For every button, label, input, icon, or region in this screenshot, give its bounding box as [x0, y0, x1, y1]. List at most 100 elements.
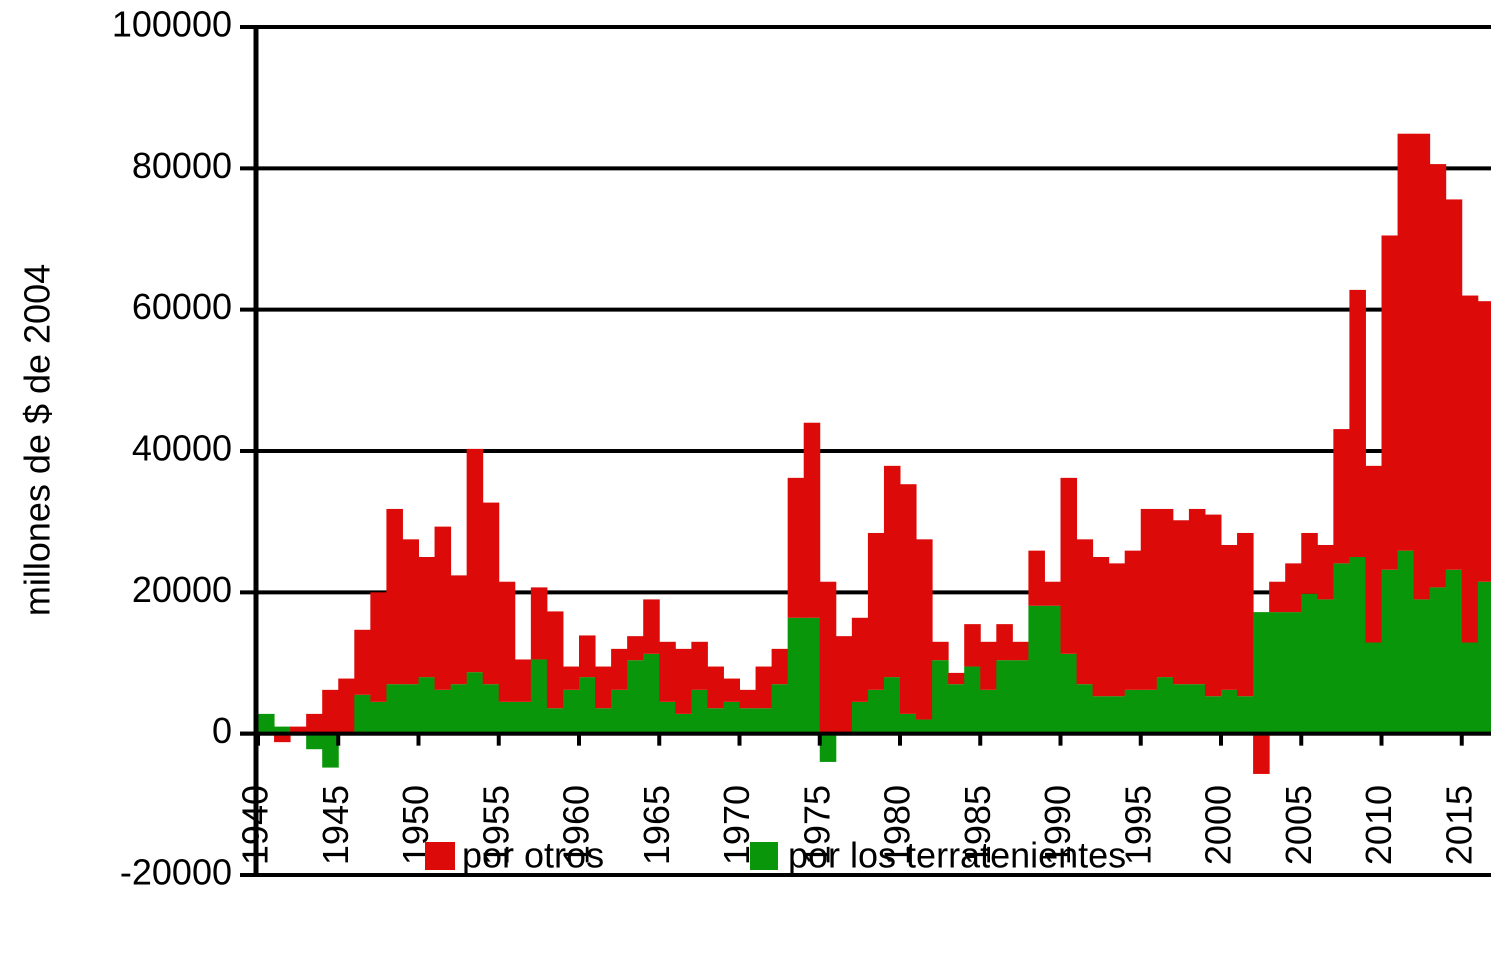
bar [402, 684, 419, 734]
bar [932, 660, 949, 734]
bar [1397, 133, 1415, 551]
x-tick-label: 2000 [1198, 785, 1239, 865]
y-tick-label: 60000 [132, 286, 232, 327]
bar [1333, 563, 1350, 734]
bar [1317, 544, 1334, 600]
x-tick-label: 1985 [957, 785, 998, 865]
bar [1301, 593, 1318, 734]
bar [707, 666, 724, 709]
x-tick-label: 1990 [1037, 785, 1078, 865]
bar [964, 666, 981, 734]
x-tick-label: 2010 [1358, 785, 1399, 865]
bar [1188, 684, 1206, 734]
x-tick-label: 2015 [1438, 785, 1479, 865]
bar [274, 733, 291, 743]
bar [787, 477, 805, 618]
bar [1381, 569, 1399, 734]
bar [883, 465, 901, 678]
y-tick-label: 0 [212, 710, 232, 751]
bar [595, 666, 612, 709]
bar [595, 708, 612, 734]
bar [1285, 563, 1302, 613]
bar [482, 502, 500, 685]
bar [1221, 689, 1238, 734]
x-tick-label: 1955 [475, 785, 516, 865]
bar [996, 660, 1013, 734]
bar [755, 708, 773, 734]
bar [611, 689, 628, 734]
bar [1204, 696, 1222, 734]
bar [434, 526, 452, 690]
bar [530, 659, 548, 734]
bar [803, 617, 821, 734]
bar [916, 719, 933, 734]
bar [1076, 684, 1094, 734]
bar [996, 624, 1013, 661]
bar [1124, 550, 1142, 690]
bar [932, 641, 949, 661]
bar [948, 672, 965, 685]
bar [739, 708, 757, 734]
bar [466, 672, 484, 734]
bar [1044, 581, 1061, 606]
bar [386, 508, 403, 685]
bar [851, 617, 869, 702]
bar [579, 635, 596, 678]
bar [498, 581, 516, 702]
bar [386, 684, 403, 734]
bar [691, 689, 708, 734]
bar [1012, 641, 1029, 661]
bar [1092, 696, 1110, 734]
bar [643, 653, 660, 734]
bar [1445, 569, 1463, 734]
bar [1060, 477, 1078, 654]
bar [723, 678, 740, 702]
bar [562, 666, 580, 690]
bar [1140, 508, 1158, 690]
x-tick-label: 1980 [877, 785, 918, 865]
bar [1124, 689, 1142, 734]
bar [627, 660, 644, 734]
bar [1397, 550, 1415, 734]
bar [1204, 514, 1222, 697]
bar [1413, 133, 1431, 600]
bar [1076, 539, 1094, 685]
bar [1108, 563, 1126, 697]
bar [370, 592, 387, 702]
bar [1237, 532, 1254, 697]
legend-swatch [750, 842, 778, 870]
bar [739, 689, 757, 709]
bar [1172, 684, 1190, 734]
bar [1365, 642, 1382, 734]
x-tick-label: 1960 [556, 785, 597, 865]
bar [1461, 295, 1479, 643]
bar [1269, 581, 1286, 613]
bar [322, 733, 339, 768]
bar [450, 575, 468, 685]
bar [1349, 557, 1366, 734]
bar [707, 708, 724, 734]
y-tick-label: -20000 [120, 852, 232, 893]
bar [819, 733, 837, 762]
bar [1140, 689, 1158, 734]
bar [867, 689, 885, 734]
bar [1333, 429, 1350, 564]
bar [1477, 301, 1491, 582]
y-tick-label: 100000 [112, 4, 232, 45]
y-tick-label: 80000 [132, 145, 232, 186]
bar [675, 713, 692, 734]
x-tick-label: 2005 [1278, 785, 1319, 865]
bar [434, 689, 452, 734]
bar [964, 624, 981, 667]
bar [402, 539, 419, 685]
bar [787, 617, 805, 734]
y-tick-label: 20000 [132, 569, 232, 610]
bar [611, 648, 628, 690]
bar [418, 557, 436, 678]
bar [338, 678, 355, 734]
bar [1477, 581, 1491, 734]
bar [370, 701, 387, 734]
bar [354, 694, 371, 734]
bar [675, 648, 692, 714]
bar [1349, 289, 1366, 557]
